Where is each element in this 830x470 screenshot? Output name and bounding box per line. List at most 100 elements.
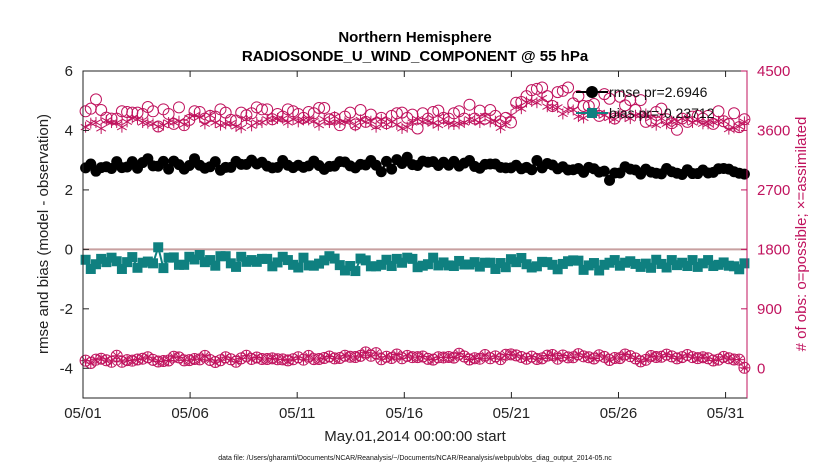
chart-subtitle: RADIOSONDE_U_WIND_COMPONENT @ 55 hPa: [242, 48, 589, 65]
assimilated-obs-point: [511, 101, 522, 113]
assimilated-obs-point: [345, 115, 356, 127]
assimilated-obs-point: [355, 114, 366, 126]
assimilated-obs-point: [422, 115, 434, 127]
assimilated-obs-point: [350, 120, 361, 132]
bias-point: [495, 258, 506, 269]
y-tick-label: -2: [60, 301, 73, 318]
assimilated-obs-point: [179, 119, 190, 131]
bias-point: [262, 253, 273, 264]
bias-point: [448, 261, 459, 272]
possible-obs-point: [572, 90, 585, 103]
bias-point: [521, 259, 532, 270]
x-tick-label: 05/11: [279, 405, 315, 422]
rmse-point: [386, 163, 398, 175]
bias-point: [708, 261, 719, 272]
y-tick-label: 2: [65, 182, 73, 199]
bias-point: [443, 260, 454, 271]
assimilated-obs-point: [505, 109, 517, 121]
x-tick-label: 05/31: [707, 405, 745, 422]
assimilated-obs-point: [365, 115, 376, 127]
assimilated-obs-point: [106, 117, 117, 129]
bias-point: [500, 262, 511, 273]
bias-point: [334, 260, 345, 271]
bias-point: [682, 261, 693, 272]
assimilated-obs-point: [708, 117, 719, 129]
assimilated-obs-point: [376, 113, 387, 125]
bias-point: [282, 255, 293, 266]
plot-background: [83, 71, 747, 398]
assimilated-obs-point: [313, 119, 325, 131]
y-tick-label: 4: [65, 122, 73, 139]
bias-point: [723, 260, 734, 271]
legend-bias-marker: [587, 108, 597, 118]
assimilated-obs-point: [697, 118, 708, 130]
y-tick-label-right: 3600: [757, 122, 790, 139]
bias-point: [583, 260, 594, 271]
bias-point: [173, 259, 184, 270]
legend-rmse-marker: [586, 86, 598, 98]
possible-obs-point: [318, 101, 331, 114]
bias-point: [205, 255, 216, 266]
bias-point: [438, 257, 449, 268]
bias-point: [661, 262, 672, 273]
assimilated-obs-point: [236, 122, 247, 134]
y-tick-label-right: 1800: [757, 241, 790, 258]
rmse-point: [738, 168, 750, 180]
bias-point: [319, 255, 330, 266]
legend: rmse pr=2.6946 bias pr=-0.23712: [576, 84, 715, 121]
x-tick-label: 05/26: [600, 405, 638, 422]
bias-point: [542, 257, 553, 268]
bias-point: [127, 252, 138, 263]
bias-point: [547, 259, 558, 270]
bias-point: [454, 255, 465, 266]
assimilated-obs-point: [272, 113, 283, 125]
assimilated-obs-point: [116, 121, 127, 133]
assimilated-obs-point: [324, 117, 335, 129]
possible-obs-point: [562, 81, 575, 94]
bias-point: [516, 252, 527, 263]
bias-point: [137, 257, 148, 268]
bias-point: [568, 255, 579, 266]
bias-point: [671, 260, 682, 271]
bias-point: [609, 255, 620, 266]
possible-obs-point: [427, 105, 440, 118]
assimilated-obs-point: [516, 103, 527, 115]
bias-point: [85, 263, 96, 274]
bias-point: [339, 265, 350, 276]
x-tick-label: 05/21: [493, 405, 531, 422]
y-tick-label-right: 4500: [757, 63, 790, 80]
bias-point: [692, 261, 703, 272]
assimilated-obs-point: [163, 117, 174, 129]
chart-title: Northern Hemisphere: [338, 29, 491, 46]
bias-point: [122, 257, 133, 268]
assimilated-obs-point: [739, 116, 750, 128]
bias-point: [220, 251, 231, 262]
bias-point: [397, 257, 408, 268]
y-axis-label-right: # of obs: o=possible; ×=assimilated: [793, 117, 810, 352]
possible-obs-point: [447, 107, 460, 120]
y-tick-label-right: 0: [757, 360, 765, 377]
assimilated-obs-point: [391, 119, 402, 131]
bias-point: [656, 258, 667, 269]
rmse-point: [209, 156, 221, 168]
bias-point: [412, 262, 423, 273]
bias-point: [148, 258, 159, 269]
possible-obs-point: [255, 103, 268, 116]
x-tick-label: 05/06: [171, 405, 209, 422]
bias-point: [314, 258, 325, 269]
bias-point: [256, 253, 267, 264]
bias-point: [179, 259, 190, 270]
rmse-point: [157, 155, 169, 167]
rmse-point: [526, 164, 538, 176]
assimilated-obs-point: [127, 112, 138, 124]
assimilated-obs-point: [635, 109, 646, 121]
bias-point: [308, 260, 319, 271]
bias-point: [588, 258, 599, 269]
possible-obs-point: [281, 103, 294, 116]
bias-point: [703, 255, 714, 266]
assimilated-obs-point: [433, 119, 444, 131]
assimilated-obs-point: [656, 113, 667, 125]
assimilated-obs-point: [122, 116, 133, 128]
bias-point: [246, 255, 257, 266]
legend-bias-label: bias pr=-0.23712: [609, 105, 715, 121]
